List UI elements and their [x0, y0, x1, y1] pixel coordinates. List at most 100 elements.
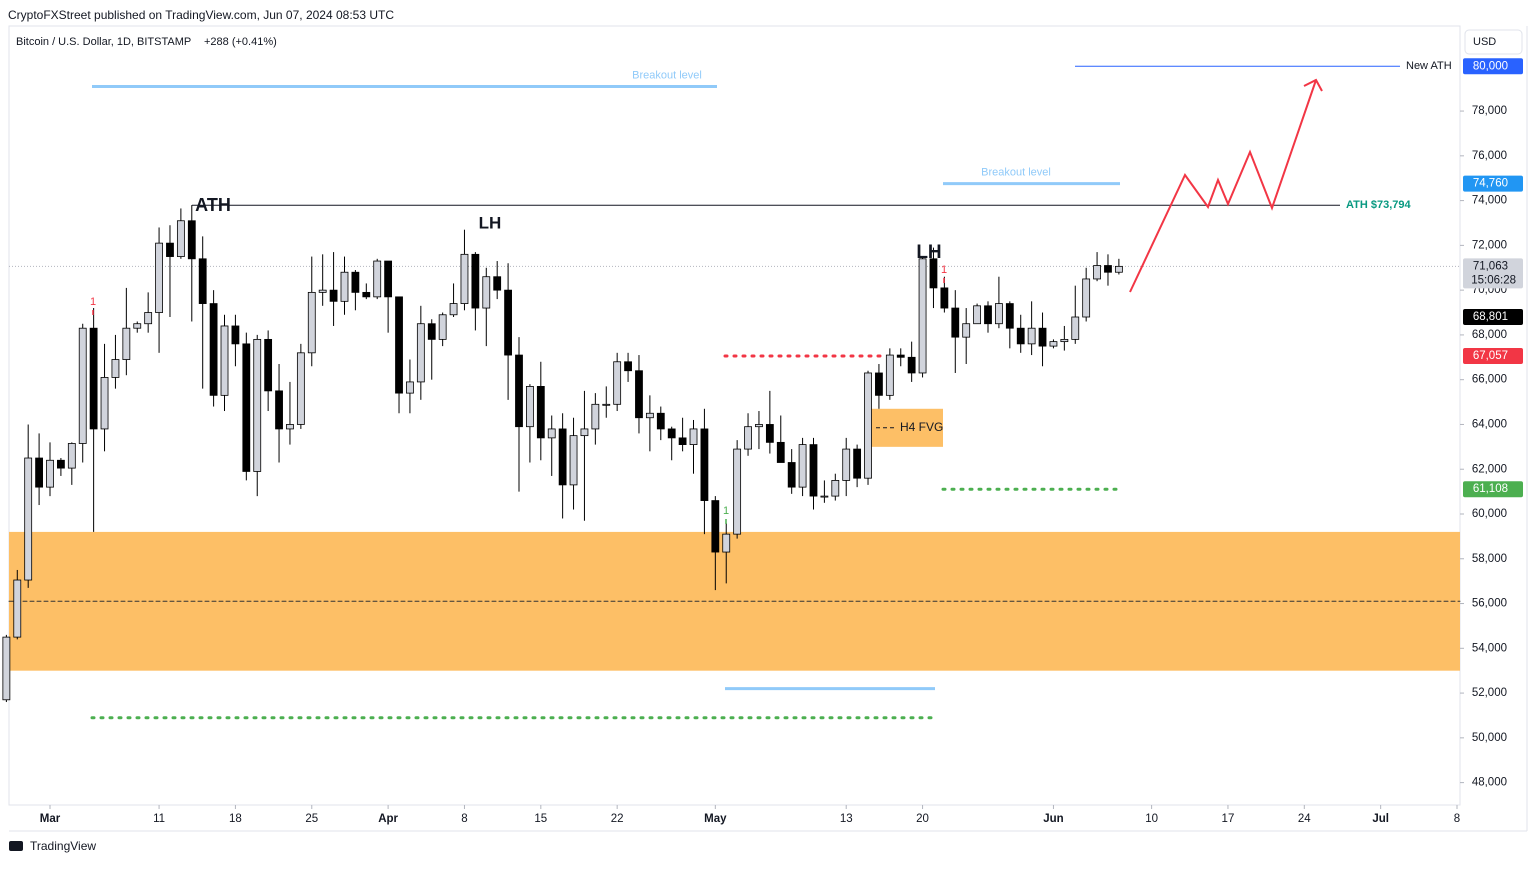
candle-body	[187, 220, 196, 260]
candle-body	[820, 495, 829, 498]
candle-body	[384, 260, 393, 298]
candle-body	[624, 361, 632, 372]
currency-button[interactable]	[1464, 29, 1523, 55]
candle-body	[744, 426, 752, 450]
candle-body	[35, 457, 43, 488]
candle-body	[875, 372, 883, 396]
y-tick-label: 64,000	[1472, 418, 1507, 430]
plot: H4 FVG 48,000 50,000 52,000 54,000 56,000 58,0…	[2, 58, 1523, 825]
x-tick-label: 8	[1454, 813, 1460, 825]
candle-body	[995, 303, 1003, 325]
projection-path	[1129, 78, 1323, 293]
y-tick-label: 60,000	[1472, 508, 1507, 520]
brand: TradingView	[30, 839, 96, 853]
candle-body	[613, 361, 622, 405]
x-tick-label: 25	[305, 813, 318, 825]
candle-body	[831, 480, 840, 497]
candle-body	[918, 258, 927, 374]
candle-body	[722, 533, 731, 553]
candle-body	[220, 325, 229, 396]
x-tick-label: 17	[1222, 813, 1235, 825]
candle-body	[231, 325, 240, 345]
candle-body	[1060, 338, 1069, 343]
price-badge-label: 61,108	[1473, 483, 1508, 495]
price-badge-sub: 15:06:28	[1471, 274, 1516, 286]
candle-body	[755, 424, 763, 428]
candle-body	[1016, 327, 1025, 345]
y-tick-label: 50,000	[1472, 732, 1507, 744]
candle-body	[329, 289, 338, 302]
candle-body	[733, 448, 742, 535]
annotation: LH	[916, 242, 941, 263]
level-label: Breakout level	[632, 69, 702, 81]
candle-body	[689, 428, 698, 446]
candle-body	[885, 354, 894, 396]
x-tick-label: 18	[229, 813, 242, 825]
publisher: CryptoFXStreet published on TradingView.…	[8, 8, 394, 22]
x-tick-label: 20	[916, 813, 929, 825]
candle-body	[580, 428, 589, 437]
price-badge	[1463, 175, 1523, 192]
candle-body	[973, 305, 981, 325]
candle-body	[438, 314, 447, 340]
signal: 1	[723, 505, 729, 517]
candle-body	[362, 291, 371, 298]
candle-body	[515, 354, 523, 428]
y-tick-label: 54,000	[1472, 642, 1507, 654]
candle-body	[253, 338, 262, 472]
candle-body	[242, 343, 251, 472]
price-badge	[1463, 481, 1523, 498]
candle-body	[842, 448, 851, 481]
candle-body	[536, 385, 545, 439]
candle-body	[122, 327, 131, 360]
candle-body	[89, 327, 98, 430]
y-tick-label: 48,000	[1472, 777, 1507, 789]
candle-body	[2, 636, 11, 701]
y-tick-label: 56,000	[1472, 598, 1507, 610]
candle-body	[78, 327, 87, 444]
candle-body	[351, 271, 360, 293]
candle-body	[809, 444, 818, 497]
candle-body	[929, 258, 938, 289]
candle-body	[711, 500, 720, 553]
candle-body	[504, 289, 512, 356]
x-tick-label: 10	[1145, 813, 1158, 825]
candle-body	[591, 403, 600, 430]
candle-body	[209, 303, 218, 396]
candle-body	[547, 428, 556, 439]
annotation: LH	[479, 213, 502, 232]
price-badge	[1463, 308, 1523, 325]
level-label: Breakout level	[981, 166, 1051, 178]
candle-body	[166, 242, 174, 257]
candle-body	[526, 385, 534, 428]
level-label: ATH $73,794	[1346, 199, 1411, 211]
annotation: ATH	[195, 195, 231, 215]
candle-body	[449, 303, 458, 316]
candle-body	[1082, 278, 1091, 318]
candle-body	[198, 258, 207, 304]
x-tick-label: 15	[534, 813, 547, 825]
candle-body	[765, 424, 774, 443]
candle-body	[569, 435, 578, 486]
candle-body	[406, 381, 414, 394]
y-tick-label: 74,000	[1472, 195, 1507, 207]
candle-body	[144, 312, 153, 325]
price-badge-label: 67,057	[1473, 350, 1508, 362]
candle-body	[602, 403, 611, 406]
candle-body	[1114, 265, 1123, 273]
candle-body	[635, 370, 643, 419]
price-badge	[1463, 258, 1523, 289]
candle-body	[984, 305, 992, 325]
zone-label: H4 FVG	[900, 420, 943, 434]
candle-body	[1038, 327, 1047, 347]
x-tick-label: 24	[1298, 813, 1311, 825]
x-tick-label: Mar	[40, 813, 61, 825]
y-tick-label: 78,000	[1472, 105, 1507, 117]
candle-body	[155, 242, 163, 313]
candle-body	[1005, 303, 1014, 329]
candle-body	[427, 323, 436, 340]
price-badge	[1463, 58, 1523, 75]
currency[interactable]: USD	[1473, 36, 1496, 48]
candle-body	[1049, 341, 1058, 347]
